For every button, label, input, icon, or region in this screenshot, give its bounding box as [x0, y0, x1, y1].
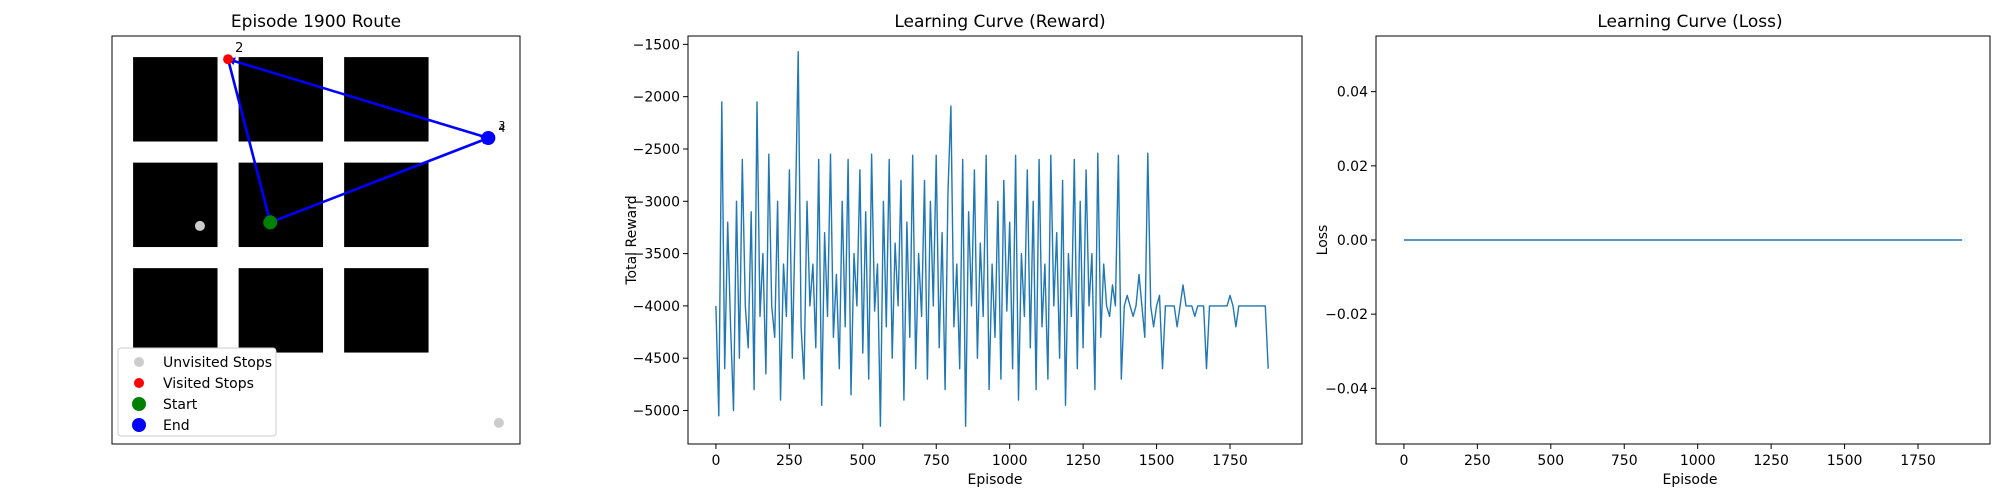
city-block-5 — [238, 162, 324, 248]
loss-y-tick-label-0: −0.04 — [1325, 381, 1368, 397]
reward-y-tick-label-7: −1500 — [633, 37, 680, 53]
unvisited-stops — [194, 220, 504, 428]
legend-label-unvisited: Unvisited Stops — [163, 355, 272, 371]
visited-stop-label-1: 2 — [235, 41, 243, 56]
reward-y-tick-label-4: −3000 — [633, 194, 680, 210]
loss-x-tick-label-750: 750 — [1611, 453, 1638, 469]
legend-label-end: End — [163, 418, 190, 434]
loss-chart-title: Learning Curve (Loss) — [1597, 12, 1782, 32]
reward-chart-panel: Learning Curve (Reward) 0 250 500 750 1000 12… — [624, 12, 1303, 488]
city-block-9 — [344, 268, 429, 353]
loss-y-tick-label-4: 0.04 — [1337, 85, 1368, 101]
legend-box — [117, 347, 277, 437]
reward-y-tick-label-2: −4000 — [633, 299, 680, 315]
unvisited-stop-2 — [493, 417, 504, 428]
city-block-8 — [238, 268, 324, 353]
reward-y-axis-label: Total Reward — [624, 195, 640, 285]
reward-y-tick-label-0: −5000 — [633, 404, 680, 420]
legend-marker-start — [132, 397, 146, 411]
loss-axis-ticks: 0 250 500 750 1000 1250 1500 1750 −0.04 −0.02 0.00… — [1325, 85, 1936, 469]
city-blocks — [133, 57, 429, 353]
loss-y-tick-label-1: −0.02 — [1325, 307, 1368, 323]
reward-x-tick-label-1000: 1000 — [992, 453, 1028, 469]
city-block-2 — [238, 57, 324, 142]
stop-labels: 2 34 — [235, 41, 505, 135]
reward-y-tick-label-3: −3500 — [633, 247, 680, 263]
city-block-6 — [344, 162, 429, 248]
visited-stop-1 — [223, 54, 234, 65]
reward-x-axis-label: Episode — [968, 472, 1023, 488]
city-block-1 — [133, 57, 218, 142]
route-map-panel: Episode 1900 Route 2 34 Unvisited Stops V… — [111, 12, 521, 445]
loss-x-tick-label-1250: 1250 — [1753, 453, 1789, 469]
reward-x-tick-label-1500: 1500 — [1139, 453, 1175, 469]
reward-y-tick-label-5: −2500 — [633, 142, 680, 158]
reward-x-tick-label-500: 500 — [849, 453, 876, 469]
city-block-4 — [133, 162, 218, 248]
legend-marker-end — [132, 418, 146, 432]
route-map-frame — [111, 35, 521, 445]
route-points — [223, 54, 496, 230]
city-block-7 — [133, 268, 218, 353]
reward-y-tick-label-6: −2000 — [633, 90, 680, 106]
reward-x-tick-label-1250: 1250 — [1065, 453, 1101, 469]
reward-series-line — [715, 51, 1269, 427]
reward-chart-title: Learning Curve (Reward) — [894, 12, 1105, 32]
loss-x-tick-label-500: 500 — [1537, 453, 1564, 469]
loss-x-tick-label-1750: 1750 — [1900, 453, 1936, 469]
loss-x-axis-label: Episode — [1663, 472, 1718, 488]
end-point — [481, 131, 496, 145]
loss-x-tick-label-0: 0 — [1399, 453, 1408, 469]
end-stop-label-2: 4 — [498, 122, 505, 135]
start-point — [263, 215, 278, 230]
route-segment-2 — [227, 57, 489, 140]
reward-chart-frame — [687, 35, 1303, 445]
loss-chart-panel: Learning Curve (Loss) 0 250 500 750 1000 1250… — [1315, 12, 1991, 488]
reward-axis-ticks: 0 250 500 750 1000 1250 1500 1750 −5000 −4500 −400… — [633, 37, 1248, 469]
loss-y-tick-label-3: 0.02 — [1337, 159, 1368, 175]
loss-chart-frame — [1375, 35, 1991, 445]
legend-label-start: Start — [163, 397, 198, 413]
reward-y-tick-label-1: −4500 — [633, 351, 680, 367]
route-legend: Unvisited Stops Visited Stops Start End — [117, 347, 277, 437]
loss-y-axis-label: Loss — [1315, 225, 1331, 256]
reward-x-tick-label-750: 750 — [923, 453, 950, 469]
route-path — [226, 57, 490, 224]
legend-marker-unvisited — [134, 357, 144, 367]
loss-x-tick-label-1500: 1500 — [1827, 453, 1863, 469]
legend-marker-visited — [134, 378, 144, 388]
loss-x-tick-label-250: 250 — [1464, 453, 1491, 469]
legend-label-visited: Visited Stops — [163, 376, 254, 392]
end-stop-label-1: 3 — [498, 119, 505, 132]
route-map-title: Episode 1900 Route — [231, 12, 401, 32]
reward-x-tick-label-250: 250 — [776, 453, 803, 469]
route-segment-1 — [269, 136, 490, 224]
unvisited-stop-1 — [194, 220, 205, 231]
loss-x-tick-label-1000: 1000 — [1680, 453, 1716, 469]
reward-x-tick-label-0: 0 — [711, 453, 720, 469]
reward-x-tick-label-1750: 1750 — [1212, 453, 1248, 469]
route-segment-3 — [226, 58, 273, 224]
loss-y-tick-label-2: 0.00 — [1337, 233, 1368, 249]
